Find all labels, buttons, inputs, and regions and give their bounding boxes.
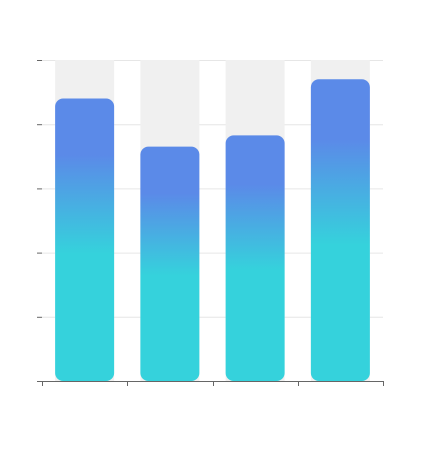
bar <box>55 98 115 382</box>
bar <box>225 135 285 381</box>
bars <box>55 79 370 382</box>
bar <box>310 79 370 381</box>
bar <box>140 146 200 381</box>
axes <box>37 60 384 386</box>
